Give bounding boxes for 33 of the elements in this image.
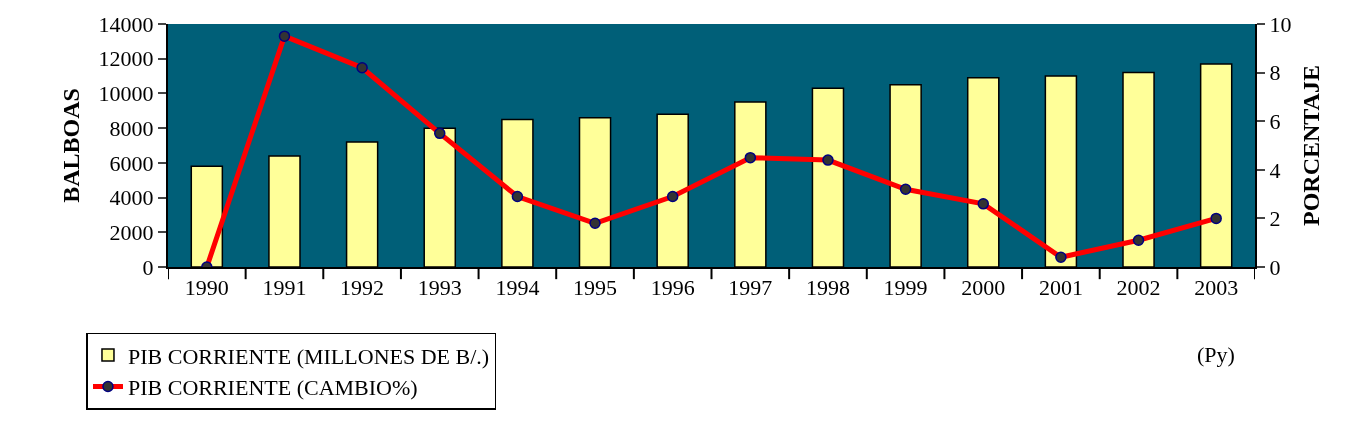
x-tick-label: 1999 [883,275,928,301]
y2-tick-label: 8 [1269,60,1281,86]
x-tick-label: 2000 [961,275,1006,301]
y-tick-label: 2000 [109,219,154,245]
text: (Py) [1197,342,1235,367]
y2-tick-label: 6 [1269,108,1281,134]
y-tick-label: 6000 [109,150,154,176]
y2-tick-label: 2 [1269,206,1281,232]
x-tick-label: 1991 [262,275,307,301]
y-axis-title: BALBOAS [58,88,85,203]
y-tick-label: 14000 [98,11,154,37]
x-tick-label: 2001 [1038,275,1083,301]
legend-label: PIB CORRIENTE (CAMBIO%) [127,375,418,401]
legend-label: PIB CORRIENTE (MILLONES DE B/.) [127,343,490,369]
x-tick-label: 1996 [650,275,695,301]
x-tick-label: 2003 [1194,275,1239,301]
y-tick-label: 8000 [109,115,154,141]
y2-tick-label: 4 [1269,157,1281,183]
x-tick-label: 2002 [1116,275,1161,301]
x-tick-label: 1992 [340,275,385,301]
x-tick-label: 1998 [805,275,850,301]
x-tick-label: 1994 [495,275,540,301]
y-tick-label: 10000 [98,81,154,107]
y2-axis-title: PORCENTAJE [1298,65,1325,226]
y2-tick-label: 0 [1269,254,1281,280]
y-tick-label: 12000 [98,46,154,72]
x-tick-label: 1997 [728,275,773,301]
y-tick-label: 0 [142,254,154,280]
x-tick-label: 1995 [573,275,618,301]
y-tick-label: 4000 [109,185,154,211]
x-tick-label: 1993 [417,275,462,301]
y2-tick-label: 10 [1269,11,1292,37]
x-tick-label: 1990 [184,275,229,301]
